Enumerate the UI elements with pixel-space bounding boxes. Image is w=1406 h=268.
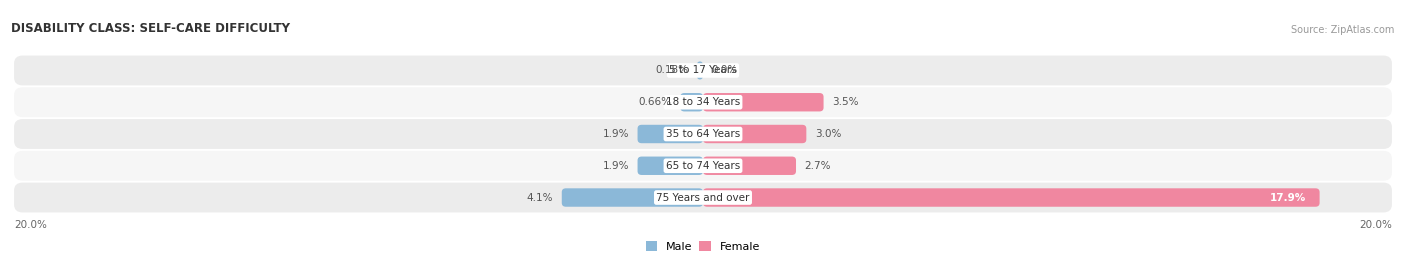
Text: 3.0%: 3.0%	[815, 129, 841, 139]
Text: 0.66%: 0.66%	[638, 97, 672, 107]
FancyBboxPatch shape	[14, 87, 1392, 117]
Text: DISABILITY CLASS: SELF-CARE DIFFICULTY: DISABILITY CLASS: SELF-CARE DIFFICULTY	[11, 21, 290, 35]
FancyBboxPatch shape	[14, 183, 1392, 213]
FancyBboxPatch shape	[703, 125, 807, 143]
Text: 1.9%: 1.9%	[602, 129, 628, 139]
FancyBboxPatch shape	[637, 157, 703, 175]
Text: 5 to 17 Years: 5 to 17 Years	[669, 65, 737, 76]
Text: 20.0%: 20.0%	[1360, 220, 1392, 230]
FancyBboxPatch shape	[703, 188, 1320, 207]
Text: 4.1%: 4.1%	[527, 192, 553, 203]
FancyBboxPatch shape	[697, 61, 703, 80]
FancyBboxPatch shape	[637, 125, 703, 143]
Text: 3.5%: 3.5%	[832, 97, 859, 107]
FancyBboxPatch shape	[14, 151, 1392, 181]
Text: 0.0%: 0.0%	[711, 65, 738, 76]
FancyBboxPatch shape	[14, 119, 1392, 149]
FancyBboxPatch shape	[703, 93, 824, 111]
Text: 17.9%: 17.9%	[1270, 192, 1306, 203]
Text: 75 Years and over: 75 Years and over	[657, 192, 749, 203]
FancyBboxPatch shape	[14, 55, 1392, 85]
Text: 20.0%: 20.0%	[14, 220, 46, 230]
Text: 1.9%: 1.9%	[602, 161, 628, 171]
Text: 0.18%: 0.18%	[655, 65, 688, 76]
Text: 2.7%: 2.7%	[804, 161, 831, 171]
Text: 35 to 64 Years: 35 to 64 Years	[666, 129, 740, 139]
FancyBboxPatch shape	[681, 93, 703, 111]
FancyBboxPatch shape	[703, 157, 796, 175]
Text: 18 to 34 Years: 18 to 34 Years	[666, 97, 740, 107]
FancyBboxPatch shape	[562, 188, 703, 207]
Legend: Male, Female: Male, Female	[647, 241, 759, 252]
Text: Source: ZipAtlas.com: Source: ZipAtlas.com	[1291, 24, 1395, 35]
Text: 65 to 74 Years: 65 to 74 Years	[666, 161, 740, 171]
